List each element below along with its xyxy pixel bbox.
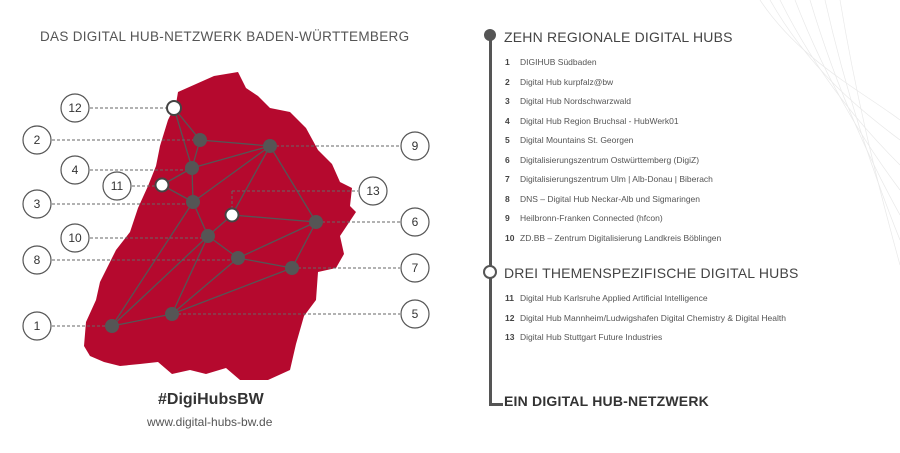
label-3: 3 bbox=[22, 189, 52, 219]
svg-text:9: 9 bbox=[412, 139, 419, 153]
network-lines bbox=[111, 107, 317, 327]
label-7: 7 bbox=[400, 253, 430, 283]
hub-node-1 bbox=[105, 319, 119, 333]
label-12: 12 bbox=[60, 93, 90, 123]
svg-text:12: 12 bbox=[68, 101, 82, 115]
svg-text:5: 5 bbox=[412, 307, 419, 321]
list-item: 4 Digital Hub Region Bruchsal - HubWerk01 bbox=[505, 115, 679, 126]
label-9: 9 bbox=[400, 131, 430, 161]
hub-node-11 bbox=[154, 177, 170, 193]
list-item: 1 DIGIHUB Südbaden bbox=[505, 57, 597, 67]
hub-node-9 bbox=[263, 139, 277, 153]
list-item: 7 Digitalisierungszentrum Ulm | Alb-Donau… bbox=[505, 174, 713, 184]
timeline-line bbox=[489, 36, 492, 406]
timeline-dot-filled bbox=[484, 29, 496, 41]
svg-text:13: 13 bbox=[366, 184, 380, 198]
svg-text:3: 3 bbox=[34, 197, 41, 211]
svg-text:7: 7 bbox=[412, 261, 419, 275]
svg-text:1: 1 bbox=[34, 319, 41, 333]
svg-text:8: 8 bbox=[34, 253, 41, 267]
list-item: 9 Heilbronn-Franken Connected (hfcon) bbox=[505, 213, 663, 223]
label-5: 5 bbox=[400, 299, 430, 329]
section-title-regional: ZEHN REGIONALE DIGITAL HUBS bbox=[504, 29, 733, 45]
label-6: 6 bbox=[400, 207, 430, 237]
timeline-dot-open bbox=[483, 265, 497, 279]
baden-wuerttemberg-map: 12 2 4 11 3 10 8 1 9 13 6 7 5 bbox=[22, 72, 430, 380]
list-item: 3 Digital Hub Nordschwarzwald bbox=[505, 96, 632, 106]
label-13: 13 bbox=[358, 176, 388, 206]
list-item: 5 Digital Mountains St. Georgen bbox=[505, 135, 634, 145]
hub-node-10 bbox=[201, 229, 215, 243]
list-item: 11 Digital Hub Karlsruhe Applied Artifici… bbox=[505, 293, 708, 303]
hub-node-8 bbox=[231, 251, 245, 265]
section-title-thematic: DREI THEMENSPEZIFISCHE DIGITAL HUBS bbox=[504, 265, 799, 281]
label-2: 2 bbox=[22, 125, 52, 155]
hub-node-12 bbox=[166, 100, 182, 116]
regional-hub-list: 1 DIGIHUB Südbaden 2 Digital Hub kurpfalz@… bbox=[505, 57, 721, 252]
label-10: 10 bbox=[60, 223, 90, 253]
svg-text:6: 6 bbox=[412, 215, 419, 229]
list-item: 8 DNS – Digital Hub Neckar-Alb und Sigmar… bbox=[505, 193, 700, 204]
number-labels: 12 2 4 11 3 10 8 1 9 13 6 7 5 bbox=[22, 93, 430, 341]
label-8: 8 bbox=[22, 245, 52, 275]
website-url[interactable]: www.digital-hubs-bw.de bbox=[147, 415, 273, 429]
section-title-network: EIN DIGITAL HUB-NETZWERK bbox=[504, 393, 709, 409]
hub-node-2 bbox=[193, 133, 207, 147]
label-4: 4 bbox=[60, 155, 90, 185]
svg-text:10: 10 bbox=[68, 231, 82, 245]
timeline-end bbox=[489, 403, 503, 406]
leader-lines bbox=[52, 107, 400, 327]
list-item: 6 Digitalisierungszentrum Ostwürttemberg … bbox=[505, 154, 700, 165]
hub-node-5 bbox=[165, 307, 179, 321]
label-11: 11 bbox=[102, 171, 132, 201]
hub-node-6 bbox=[309, 215, 323, 229]
hub-nodes bbox=[105, 100, 323, 333]
hub-node-4 bbox=[185, 161, 199, 175]
hub-node-7 bbox=[285, 261, 299, 275]
list-item: 12 Digital Hub Mannheim/Ludwigshafen Digi… bbox=[505, 312, 786, 323]
svg-text:4: 4 bbox=[72, 163, 79, 177]
hub-node-13 bbox=[224, 207, 240, 223]
label-1: 1 bbox=[22, 311, 52, 341]
list-item: 10 ZD.BB – Zentrum Digitalisierung Landkr… bbox=[505, 232, 722, 243]
hub-node-3 bbox=[186, 195, 200, 209]
list-item: 13 Digital Hub Stuttgart Future Industrie… bbox=[505, 332, 663, 342]
list-item: 2 Digital Hub kurpfalz@bw bbox=[505, 76, 614, 87]
svg-text:2: 2 bbox=[34, 133, 41, 147]
thematic-hub-list: 11 Digital Hub Karlsruhe Applied Artifici… bbox=[505, 293, 786, 352]
hashtag: #DigiHubsBW bbox=[158, 391, 264, 408]
svg-text:11: 11 bbox=[111, 179, 124, 193]
map-title: DAS DIGITAL HUB-NETZWERK BADEN-WÜRTTEMBE… bbox=[40, 29, 410, 44]
